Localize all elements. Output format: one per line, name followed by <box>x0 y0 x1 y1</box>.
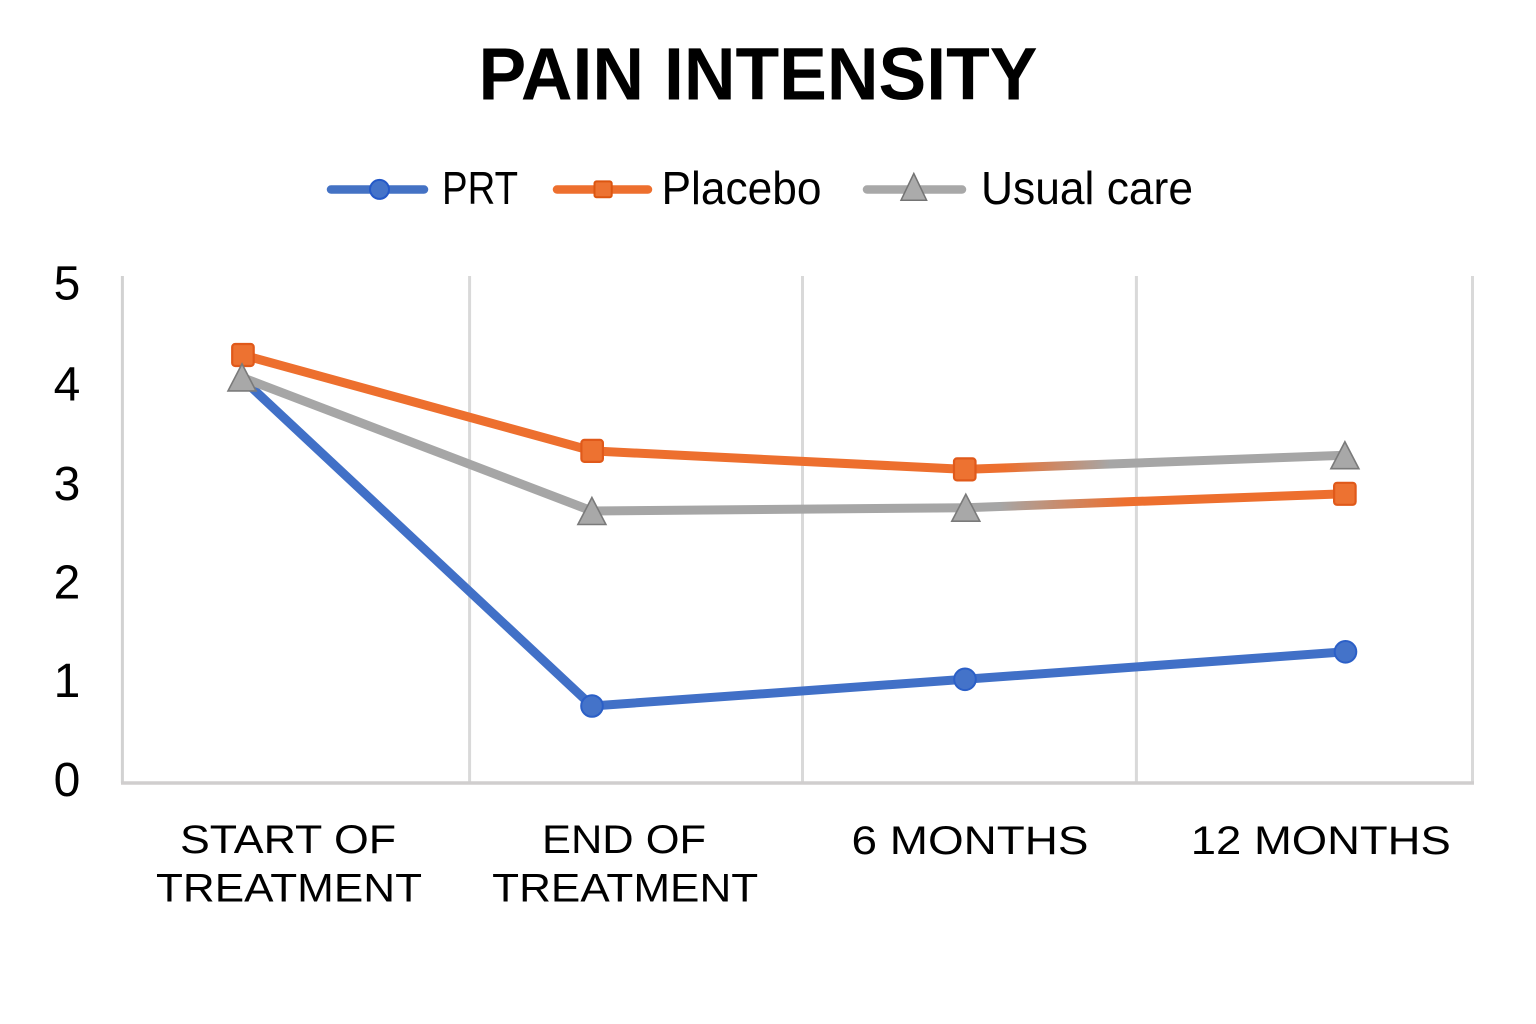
svg-text:1: 1 <box>54 655 81 708</box>
svg-text:TREATMENT: TREATMENT <box>492 867 758 911</box>
svg-text:END OF: END OF <box>542 818 706 862</box>
svg-text:4: 4 <box>54 358 81 411</box>
svg-text:TREATMENT: TREATMENT <box>156 867 422 911</box>
svg-text:12 MONTHS: 12 MONTHS <box>1191 819 1451 863</box>
svg-text:PAIN INTENSITY: PAIN INTENSITY <box>479 33 1038 116</box>
svg-text:2: 2 <box>54 556 81 609</box>
svg-text:3: 3 <box>54 458 81 511</box>
svg-text:6 MONTHS: 6 MONTHS <box>852 819 1089 863</box>
svg-text:0: 0 <box>54 754 81 807</box>
svg-text:5: 5 <box>54 257 81 310</box>
svg-text:Usual care: Usual care <box>981 162 1193 214</box>
svg-text:Placebo: Placebo <box>662 162 822 214</box>
svg-text:PRT: PRT <box>442 162 518 214</box>
svg-text:START OF: START OF <box>180 818 396 862</box>
